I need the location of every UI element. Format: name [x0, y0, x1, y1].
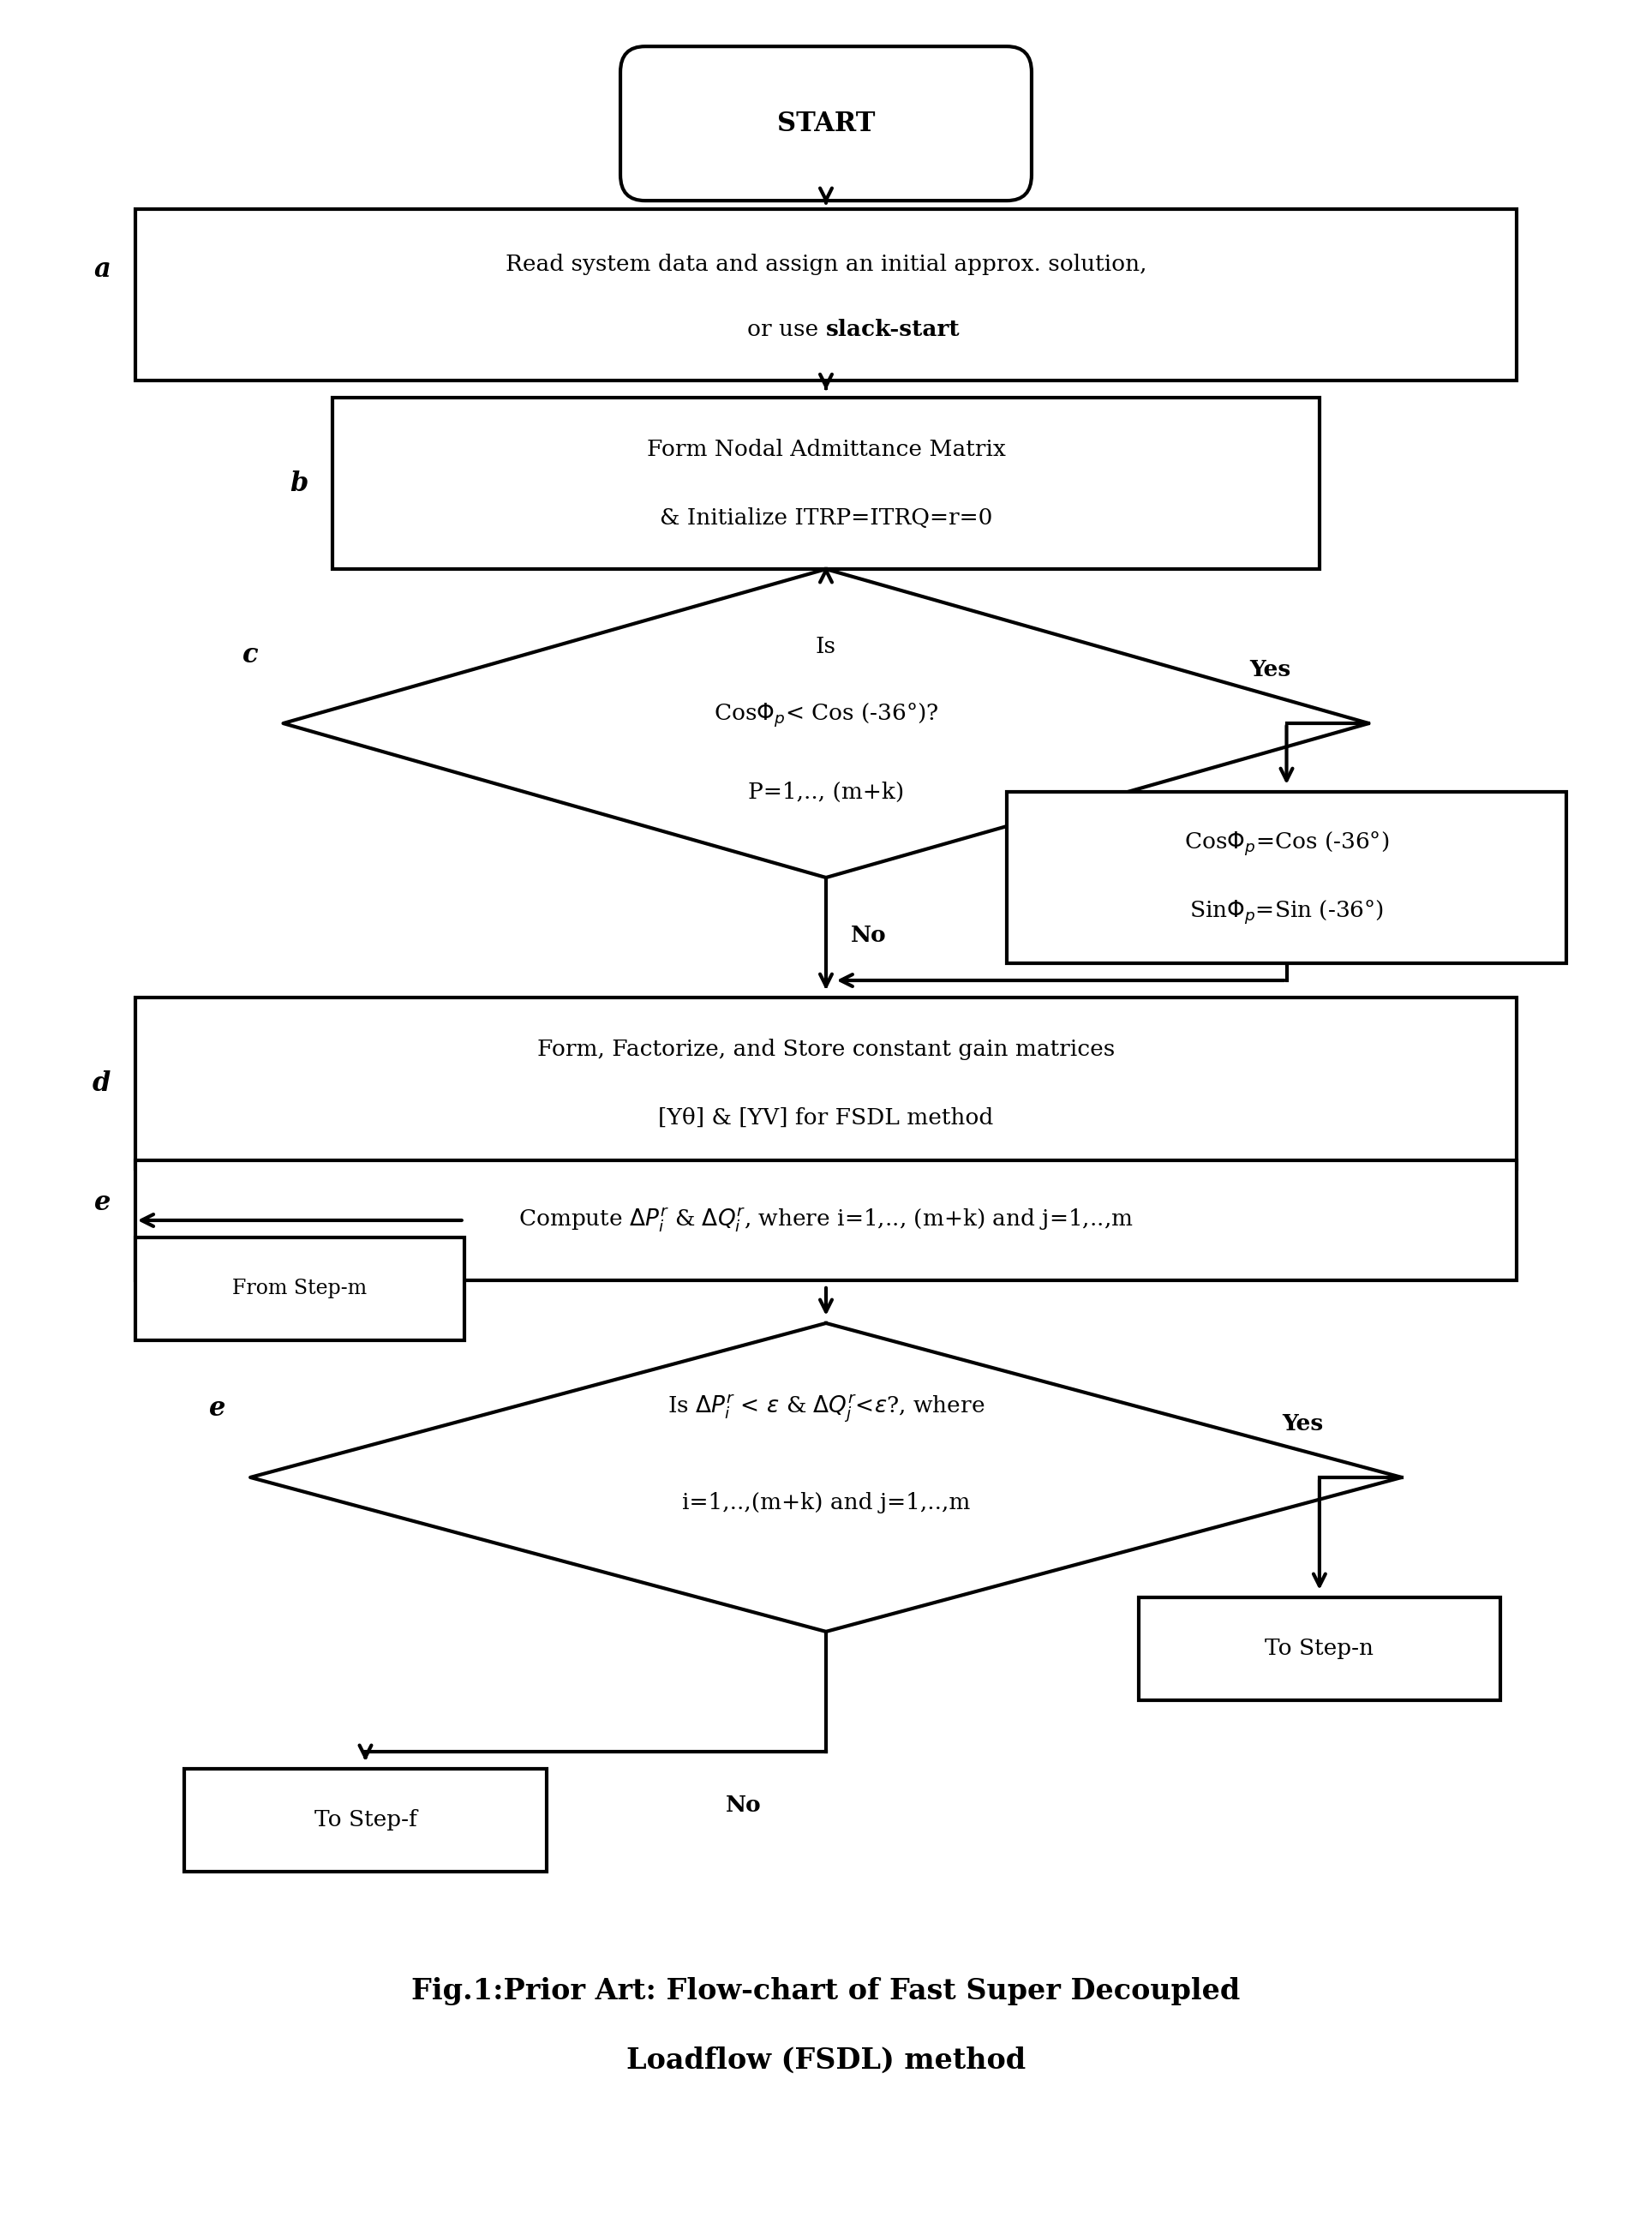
Text: Fig.1:Prior Art: Flow-chart of Fast Super Decoupled: Fig.1:Prior Art: Flow-chart of Fast Supe… [411, 1978, 1241, 2005]
Text: Loadflow (FSDL) method: Loadflow (FSDL) method [626, 2045, 1026, 2074]
Text: Yes: Yes [1249, 659, 1290, 679]
Bar [135, 1160, 1517, 1281]
Text: Form, Factorize, and Store constant gain matrices: Form, Factorize, and Store constant gain… [537, 1039, 1115, 1059]
Text: e: e [94, 1189, 111, 1216]
Text: From Step-m: From Step-m [233, 1278, 367, 1299]
Bar [135, 997, 1517, 1169]
Text: Read system data and assign an initial approx. solution,: Read system data and assign an initial a… [506, 253, 1146, 275]
Text: i=1,..,(m+k) and j=1,..,m: i=1,..,(m+k) and j=1,..,m [682, 1493, 970, 1513]
Text: To Step-n: To Step-n [1265, 1638, 1374, 1658]
Text: d: d [93, 1071, 111, 1097]
Text: Cos$\Phi_p$< Cos (-36°)?: Cos$\Phi_p$< Cos (-36°)? [714, 700, 938, 729]
FancyBboxPatch shape [621, 47, 1031, 201]
Text: or use: or use [748, 317, 826, 340]
Text: Form Nodal Admittance Matrix: Form Nodal Admittance Matrix [646, 438, 1006, 460]
Text: c: c [243, 641, 258, 668]
Text: Yes: Yes [1282, 1413, 1323, 1435]
Text: a: a [94, 257, 111, 282]
Text: Is $\Delta P_i^r$ < $\varepsilon$ & $\Delta Q_j^r$<$\varepsilon$?, where: Is $\Delta P_i^r$ < $\varepsilon$ & $\De… [667, 1392, 985, 1424]
Text: P=1,.., (m+k): P=1,.., (m+k) [748, 782, 904, 802]
Text: To Step-f: To Step-f [314, 1810, 416, 1830]
Bar [1138, 1598, 1500, 1701]
Bar [135, 1238, 464, 1341]
Bar [332, 398, 1320, 570]
Text: [Yθ] & [YV] for FSDL method: [Yθ] & [YV] for FSDL method [659, 1106, 993, 1129]
Text: No: No [851, 925, 887, 945]
Bar [135, 210, 1517, 380]
Text: Sin$\Phi_p$=Sin (-36°): Sin$\Phi_p$=Sin (-36°) [1189, 898, 1384, 925]
Bar [1008, 791, 1566, 963]
Text: START: START [776, 110, 876, 136]
Text: Compute $\Delta P_i^r$ & $\Delta Q_i^r$, where i=1,.., (m+k) and j=1,..,m: Compute $\Delta P_i^r$ & $\Delta Q_i^r$,… [519, 1207, 1133, 1234]
Bar [185, 1768, 547, 1871]
Text: No: No [725, 1795, 762, 1815]
Text: & Initialize ITRP=ITRQ=r=0: & Initialize ITRP=ITRQ=r=0 [659, 507, 993, 527]
Text: Cos$\Phi_p$=Cos (-36°): Cos$\Phi_p$=Cos (-36°) [1184, 829, 1389, 858]
Text: e: e [210, 1395, 226, 1421]
Text: b: b [289, 469, 307, 496]
Text: Is: Is [816, 635, 836, 657]
Text: slack-start: slack-start [826, 317, 960, 340]
